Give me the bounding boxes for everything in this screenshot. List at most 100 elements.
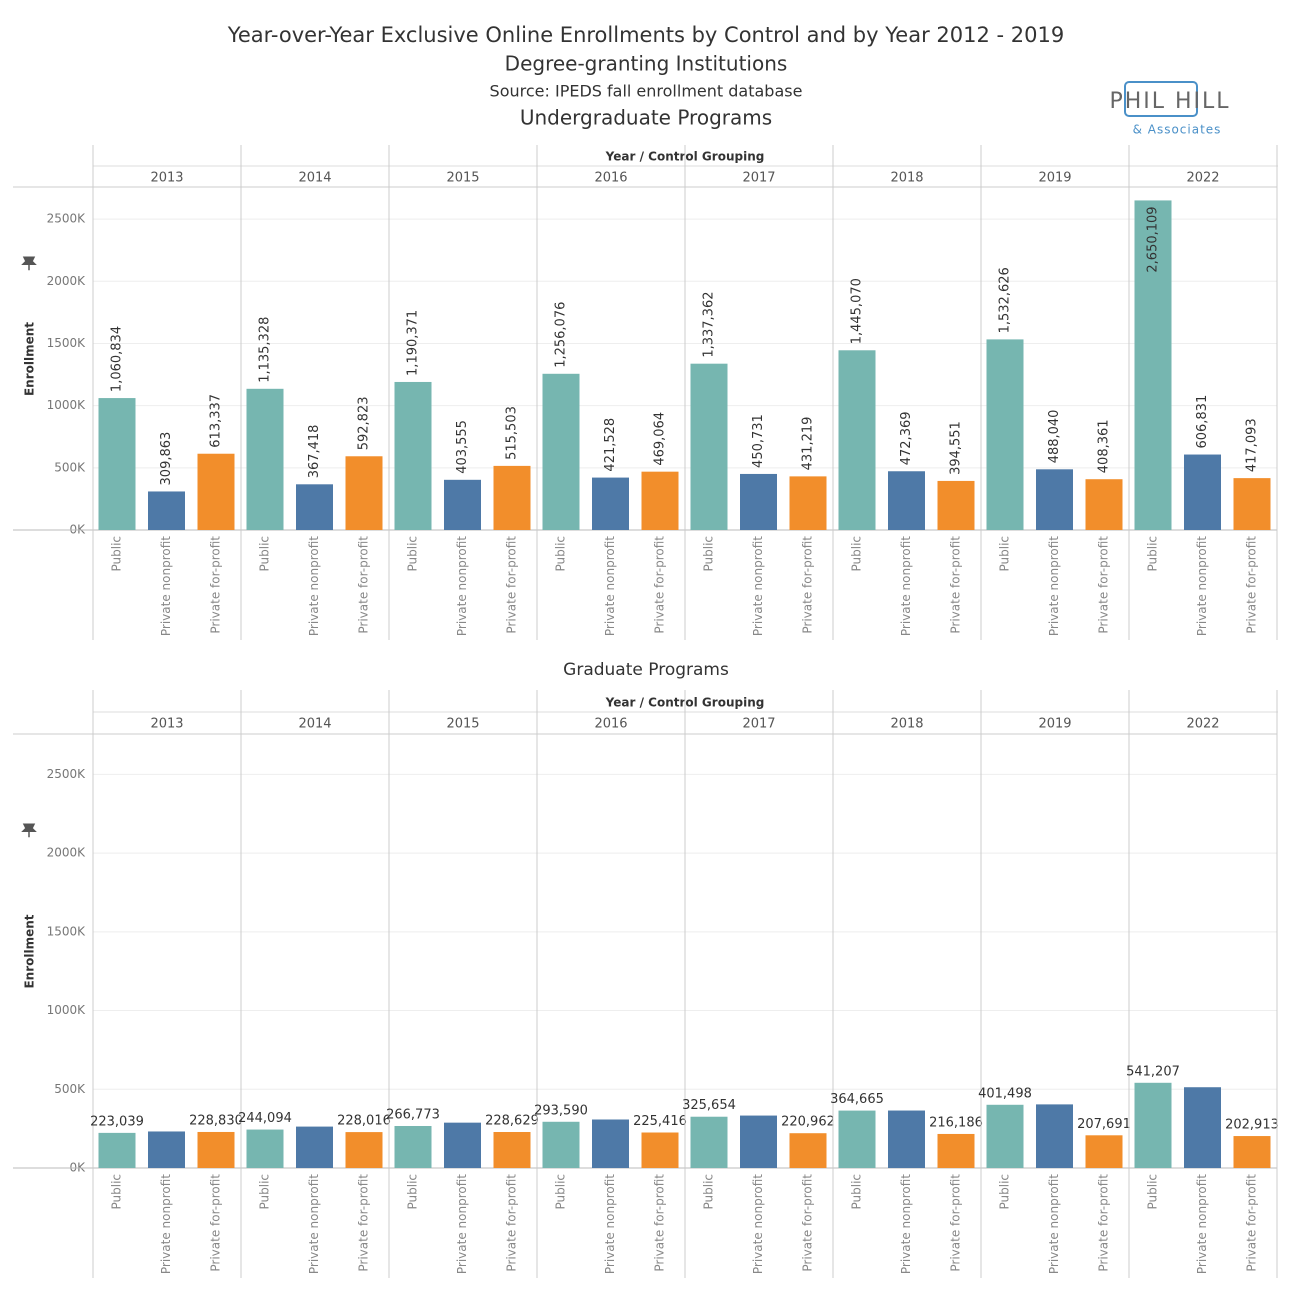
bar <box>98 398 136 530</box>
bar <box>986 1104 1024 1168</box>
category-label: Public <box>850 536 864 572</box>
group-label: 2018 <box>890 717 923 732</box>
source: Source: IPEDS fall enrollment database <box>490 82 803 101</box>
category-label: Private for-profit <box>1097 1174 1111 1272</box>
category-label: Private for-profit <box>801 536 815 634</box>
category-label: Private nonprofit <box>899 536 913 636</box>
bar <box>1036 1104 1073 1168</box>
value-label: 266,773 <box>386 1107 440 1122</box>
bar <box>690 363 728 530</box>
group-label: 2016 <box>594 717 627 732</box>
bar <box>740 473 777 530</box>
category-label: Private for-profit <box>505 536 519 634</box>
logo: PHIL HILL <box>1109 89 1230 114</box>
y-tick-label: 2000K <box>47 274 87 288</box>
subtitle: Degree-granting Institutions <box>505 52 788 76</box>
panel-title: Graduate Programs <box>563 660 729 680</box>
value-label: 421,528 <box>603 418 618 472</box>
bar <box>1184 454 1221 530</box>
category-label: Private nonprofit <box>307 536 321 636</box>
bar <box>1085 479 1123 530</box>
category-label: Private nonprofit <box>455 1174 469 1274</box>
category-label: Private for-profit <box>949 536 963 634</box>
category-label: Private nonprofit <box>159 1174 173 1274</box>
bar <box>98 1132 136 1168</box>
category-label: Public <box>554 1174 568 1210</box>
bar <box>493 465 531 530</box>
bar <box>542 1121 580 1168</box>
category-label: Private for-profit <box>209 1174 223 1272</box>
logo-sub: & Associates <box>1133 123 1222 137</box>
group-label: 2016 <box>594 171 627 186</box>
group-label: 2013 <box>150 171 183 186</box>
value-label: 417,093 <box>1245 418 1260 472</box>
value-label: 228,016 <box>337 1114 391 1129</box>
value-label: 2,650,109 <box>1146 206 1161 272</box>
value-label: 431,219 <box>801 417 816 471</box>
panel-title: Undergraduate Programs <box>520 106 772 130</box>
category-label: Private for-profit <box>653 536 667 634</box>
category-label: Private nonprofit <box>1047 536 1061 636</box>
y-tick-label: 1000K <box>47 1003 87 1017</box>
value-label: 207,691 <box>1077 1117 1131 1132</box>
category-label: Private for-profit <box>209 536 223 634</box>
group-label: 2018 <box>890 171 923 186</box>
value-label: 469,064 <box>653 412 668 466</box>
value-label: 403,555 <box>455 420 470 474</box>
bar <box>444 1122 481 1168</box>
category-label: Private nonprofit <box>1047 1174 1061 1274</box>
category-label: Private nonprofit <box>899 1174 913 1274</box>
category-label: Public <box>406 1174 420 1210</box>
bar <box>986 339 1024 530</box>
value-label: 309,863 <box>159 432 174 486</box>
value-label: 472,369 <box>899 411 914 465</box>
category-label: Private nonprofit <box>1195 1174 1209 1274</box>
category-label: Private for-profit <box>653 1174 667 1272</box>
bar <box>937 480 975 530</box>
y-tick-label: 2500K <box>47 767 87 781</box>
value-label: 225,416 <box>633 1114 687 1129</box>
value-label: 408,361 <box>1097 419 1112 473</box>
value-label: 1,337,362 <box>702 292 717 358</box>
group-label: 2019 <box>1038 171 1071 186</box>
y-axis-label: Enrollment <box>23 914 37 988</box>
bar <box>296 1126 333 1168</box>
bar <box>345 1132 383 1168</box>
category-label: Public <box>998 1174 1012 1210</box>
category-label: Public <box>1146 536 1160 572</box>
bar <box>1134 200 1172 531</box>
value-label: 228,830 <box>189 1113 243 1128</box>
bar <box>592 477 629 530</box>
bar <box>888 471 925 530</box>
category-label: Private for-profit <box>357 1174 371 1272</box>
value-label: 220,962 <box>781 1115 835 1130</box>
bar <box>444 479 481 530</box>
value-label: 606,831 <box>1195 395 1210 449</box>
category-label: Public <box>258 1174 272 1210</box>
bar <box>1036 469 1073 530</box>
category-label: Private nonprofit <box>307 1174 321 1274</box>
y-tick-label: 1500K <box>47 924 87 938</box>
value-label: 325,654 <box>682 1098 736 1113</box>
bar <box>789 476 827 530</box>
category-label: Private nonprofit <box>603 1174 617 1274</box>
group-label: 2022 <box>1186 171 1219 186</box>
category-label: Private nonprofit <box>751 536 765 636</box>
group-label: 2019 <box>1038 717 1071 732</box>
bar <box>740 1115 777 1168</box>
value-label: 401,498 <box>978 1086 1032 1101</box>
value-label: 450,731 <box>751 414 766 468</box>
category-label: Private for-profit <box>505 1174 519 1272</box>
group-label: 2015 <box>446 717 479 732</box>
bar <box>148 1131 185 1168</box>
bar <box>838 350 876 530</box>
bar <box>542 373 580 530</box>
value-label: 364,665 <box>830 1092 884 1107</box>
bar <box>1184 1087 1221 1168</box>
value-label: 223,039 <box>90 1114 144 1129</box>
bar <box>888 1110 925 1168</box>
value-label: 541,207 <box>1126 1064 1180 1079</box>
value-label: 1,532,626 <box>998 267 1013 333</box>
value-label: 1,445,070 <box>850 278 865 344</box>
